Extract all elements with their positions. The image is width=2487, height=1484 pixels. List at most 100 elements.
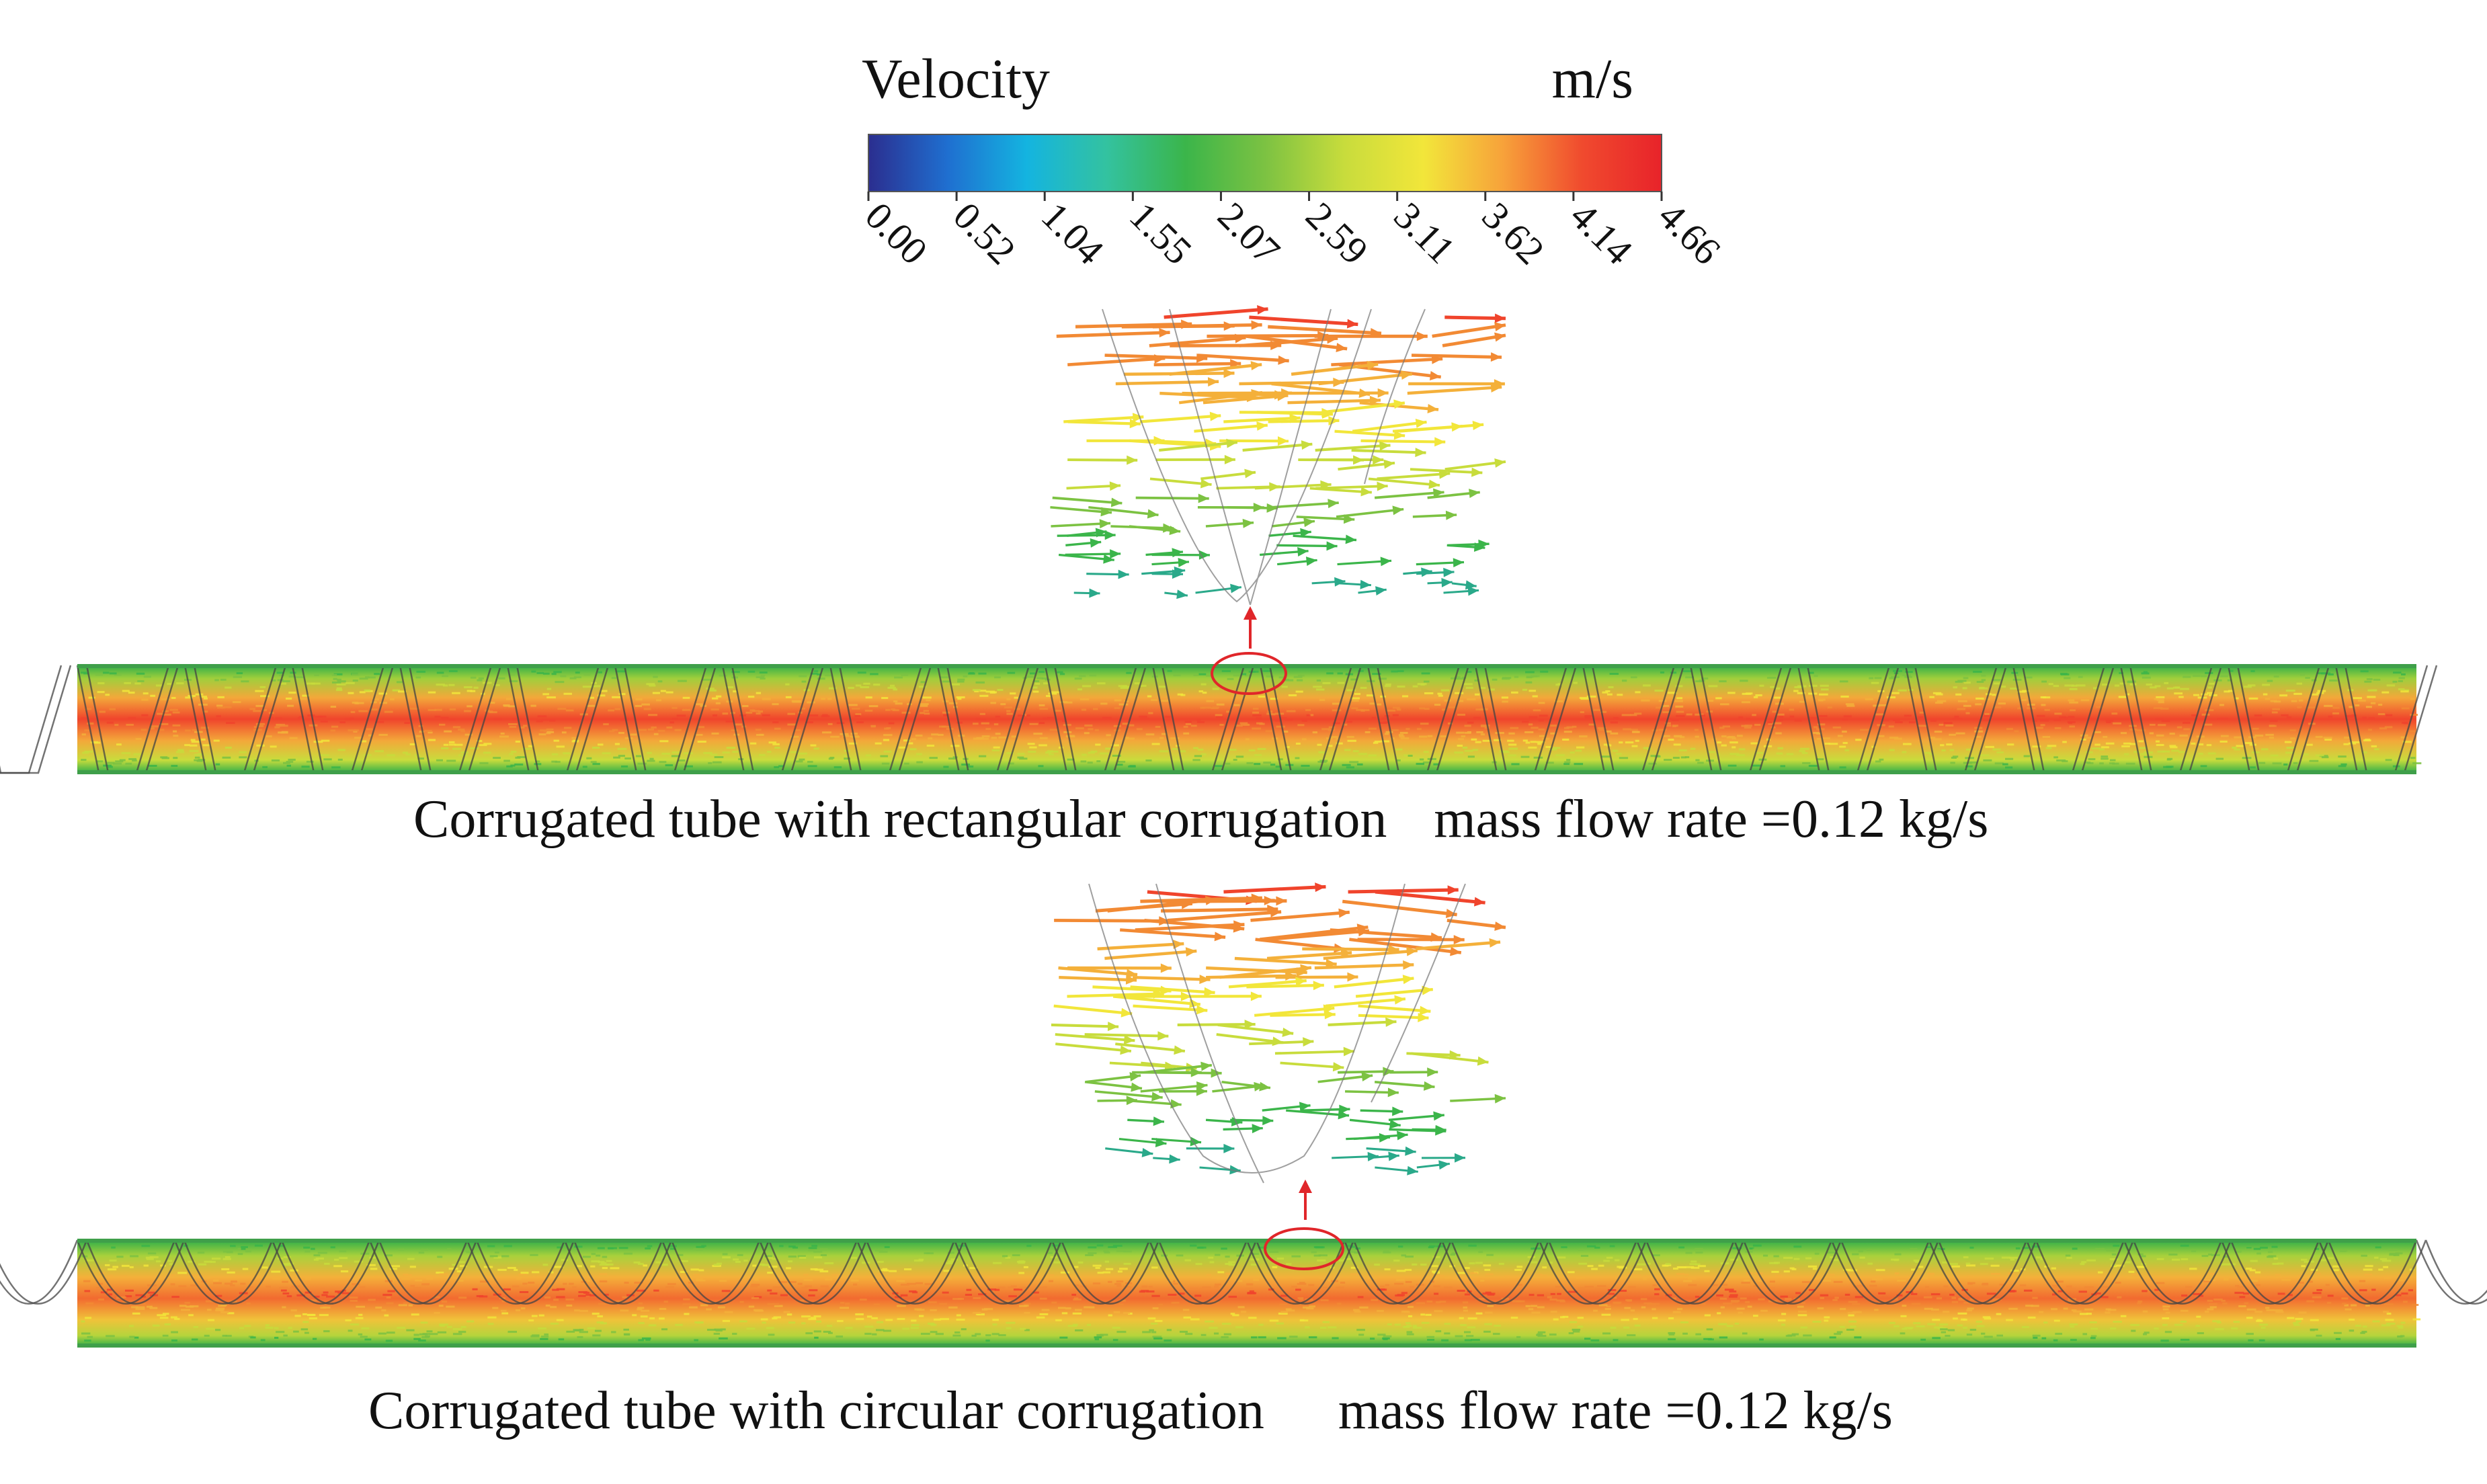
zoom-vector [1067, 356, 1166, 367]
zoom-view-circular [1045, 882, 1509, 1184]
zoom-vector-head [1392, 1106, 1403, 1116]
zoom-vector-head [1445, 510, 1457, 520]
zoom-vector-head [1301, 440, 1313, 450]
zoom-vector [1135, 923, 1245, 932]
zoom-vector [1121, 324, 1235, 329]
zoom-vector-head [1147, 509, 1159, 519]
zoom-vector-head [1421, 567, 1432, 577]
zoom-vector [1256, 411, 1334, 416]
zoom-vector [1358, 1004, 1431, 1013]
zoom-vector-head [1450, 946, 1461, 956]
zoom-vector [1194, 423, 1268, 433]
zoom-vector-head [1441, 577, 1453, 587]
zoom-vector [1249, 1040, 1314, 1046]
zoom-vector [1130, 985, 1215, 995]
zoom-vector [1054, 919, 1170, 923]
tube-rectangular [0, 664, 2438, 774]
zoom-vector [1197, 354, 1289, 363]
zoom-vector-head [1196, 353, 1208, 363]
callout-ellipse-rectangular [1211, 652, 1287, 695]
zoom-vector-head [1257, 305, 1268, 315]
zoom-vector [1268, 419, 1340, 423]
zoom-vector-head [1303, 518, 1315, 528]
zoom-vector-head [1423, 1081, 1435, 1091]
zoom-vector-head [1445, 909, 1457, 919]
zoom-vector-head [1406, 946, 1418, 956]
zoom-vector [1067, 420, 1141, 425]
zoom-vector [1334, 429, 1405, 438]
zoom-vector-head [1373, 455, 1384, 465]
zoom-vector-head [1377, 481, 1388, 491]
zoom-vector [1318, 372, 1413, 386]
zoom-vector [1336, 507, 1404, 518]
zoom-vector [1377, 472, 1451, 481]
colorbar-tick-label: 1.55 [1121, 194, 1200, 273]
zoom-vector [1291, 362, 1379, 376]
zoom-vector [1410, 468, 1483, 475]
zoom-vector-head [1153, 1116, 1164, 1126]
zoom-vector-head [1123, 1035, 1135, 1044]
zoom-vector [1269, 929, 1370, 942]
zoom-vector-head [1332, 1062, 1344, 1072]
zoom-vector-head [1367, 360, 1379, 370]
zoom-vector [1115, 380, 1219, 386]
zoom-vector-head [1282, 1027, 1294, 1037]
zoom-vector-head [1174, 1045, 1185, 1055]
colorbar-tick-label: 1.04 [1033, 194, 1112, 273]
zoom-vector-head [1455, 1153, 1466, 1163]
zoom-vector-head [1428, 479, 1440, 489]
zoom-vector [1355, 988, 1433, 998]
zoom-vector-head [1427, 1067, 1438, 1077]
zoom-vector-head [1453, 935, 1465, 945]
zoom-vector-head [1471, 467, 1483, 477]
zoom-vector-head [1429, 371, 1441, 380]
zoom-vector-head [1375, 586, 1387, 596]
zoom-vector [1254, 1006, 1335, 1017]
zoom-vector-head [1469, 489, 1480, 499]
zoom-corrugation-lines-circular [1088, 883, 1466, 1184]
zoom-vector [1331, 357, 1443, 367]
zoom-vector-head [1233, 920, 1245, 930]
zoom-vector-head [1305, 556, 1317, 567]
zoom-vector [1270, 1013, 1336, 1017]
zoom-vector [1206, 966, 1307, 975]
zoom-vector [1407, 385, 1502, 395]
zoom-vector [1053, 1004, 1133, 1016]
zoom-vector-head [1295, 977, 1307, 987]
zoom-vector-head [1393, 399, 1405, 409]
colorbar-unit: m/s [1552, 48, 1633, 110]
zoom-vector [1223, 884, 1326, 894]
zoom-vector-head [1443, 567, 1455, 577]
zoom-vector-head [1234, 333, 1246, 343]
zoom-vector-head [1433, 1111, 1444, 1121]
zoom-vector-head [1256, 421, 1268, 431]
zoom-vector-head [1389, 1119, 1401, 1129]
zoom-vector-head [1190, 1067, 1202, 1077]
corrugation-line [0, 1239, 2487, 1305]
zoom-vector [1217, 1023, 1294, 1035]
zoom-vector-head [1402, 975, 1414, 985]
colorbar-title: Velocity [862, 48, 1050, 110]
zoom-vector [1094, 1090, 1163, 1099]
zoom-vector-head [1320, 480, 1332, 490]
zoom-view-rectangular [1045, 305, 1509, 606]
zoom-vector-head [1110, 549, 1121, 559]
caption-rectangular-label: Corrugated tube with rectangular corruga… [413, 790, 1387, 849]
zoom-vector [1266, 951, 1352, 960]
zoom-vector-head [1415, 418, 1427, 428]
zoom-vector-head [1254, 1081, 1265, 1091]
colorbar-ticks: 0.00 0.52 1.04 1.55 2.07 2.59 3.11 3.62 4.14 4.66 [857, 192, 1729, 273]
zoom-vector-head [1401, 370, 1412, 380]
zoom-vector-head [1198, 493, 1209, 503]
zoom-vector-head [1185, 947, 1197, 957]
zoom-vector-head [1244, 468, 1256, 479]
zoom-vector-head [1339, 1104, 1350, 1114]
zoom-vector-head [1157, 1031, 1169, 1041]
zoom-vector-head [1151, 1091, 1163, 1102]
zoom-vectors-rectangular [1050, 305, 1506, 600]
zoom-vector-head [1132, 413, 1144, 423]
zoom-vector-head [1200, 479, 1212, 489]
zoom-vector-head [1494, 313, 1506, 323]
zoom-vector-head [1345, 534, 1357, 544]
